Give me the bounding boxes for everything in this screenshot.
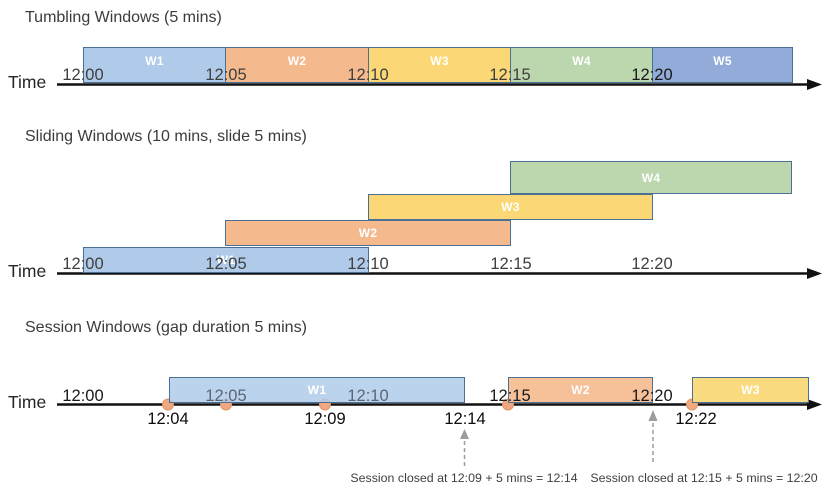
tick-label: 12:20 <box>631 387 673 405</box>
tumbling-window-w3: W3 <box>368 47 511 83</box>
tumbling-window-w2: W2 <box>225 47 369 83</box>
window-label: W4 <box>641 170 661 185</box>
tick-label: 12:05 <box>205 66 247 84</box>
event-time-label: 12:04 <box>147 410 189 428</box>
window-label: W2 <box>287 53 307 68</box>
sliding-window-w2: W2 <box>225 220 511 246</box>
tick-label: 12:10 <box>347 66 389 84</box>
tick-label: 12:10 <box>347 387 389 405</box>
window-label: W4 <box>572 53 591 68</box>
window-label: W2 <box>571 383 590 397</box>
tick-label: 12:20 <box>631 66 673 84</box>
session-title: Session Windows (gap duration 5 mins) <box>25 319 307 336</box>
tick-label: 12:05 <box>205 255 247 273</box>
window-label: W5 <box>713 53 732 68</box>
sliding-time-axis-label: Time <box>8 261 47 281</box>
window-label: W3 <box>501 200 520 214</box>
tumbling-window-w1: W1 <box>83 47 226 83</box>
window-label: W1 <box>145 53 164 68</box>
session-close-arrow-1-head-icon <box>460 429 469 439</box>
window-label: W1 <box>307 383 327 397</box>
tick-label: 12:10 <box>347 255 389 273</box>
event-time-label: 12:09 <box>304 410 346 428</box>
window-label: W2 <box>358 226 378 240</box>
session-window-w1: W1 <box>169 377 465 403</box>
sliding-window-w1: W1 <box>83 247 369 273</box>
tick-label: 12:15 <box>489 387 531 405</box>
session-close-arrow-2-head-icon <box>648 410 658 421</box>
tick-label: 12:15 <box>489 66 531 84</box>
tick-label: 12:20 <box>631 255 673 273</box>
tumbling-time-axis-label: Time <box>8 72 47 92</box>
sliding-title: Sliding Windows (10 mins, slide 5 mins) <box>25 128 307 145</box>
sliding-window-w4: W4 <box>510 161 792 194</box>
window-label: W1 <box>216 253 236 267</box>
tumbling-window-w5: W5 <box>652 47 793 83</box>
tick-label: 12:00 <box>62 66 104 84</box>
event-time-label: 12:14 <box>444 410 486 428</box>
event-time-label: 12:22 <box>675 410 717 428</box>
session-timeline-arrowhead-icon <box>807 399 822 410</box>
tumbling-timeline-arrowhead-icon <box>807 79 822 90</box>
tick-label: 12:00 <box>62 387 104 405</box>
session-window-w3: W3 <box>692 377 809 403</box>
session-close-annotation-1: Session closed at 12:09 + 5 mins = 12:14 <box>350 471 578 485</box>
tick-label: 12:05 <box>205 387 247 405</box>
tumbling-window-w4: W4 <box>510 47 653 83</box>
tumbling-title: Tumbling Windows (5 mins) <box>25 9 222 26</box>
session-time-axis-label: Time <box>8 392 47 412</box>
tick-label: 12:15 <box>490 255 532 273</box>
tick-label: 12:00 <box>62 255 104 273</box>
window-label: W3 <box>430 53 449 68</box>
session-close-annotation-2: Session closed at 12:15 + 5 mins = 12:20 <box>590 471 818 485</box>
session-window-w2: W2 <box>508 377 653 403</box>
sliding-window-w3: W3 <box>368 194 653 220</box>
window-label: W3 <box>741 383 760 397</box>
sliding-timeline-arrowhead-icon <box>807 268 822 279</box>
